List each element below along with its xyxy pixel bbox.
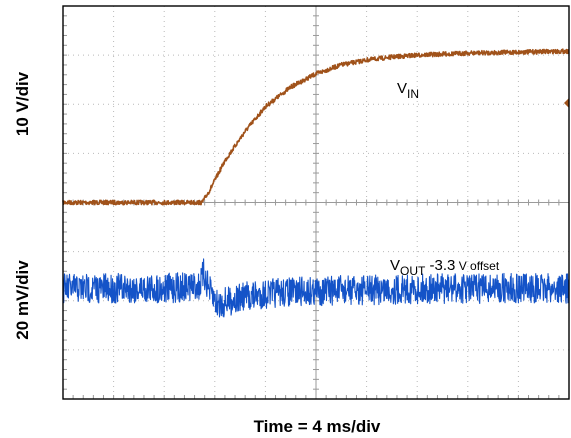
plot-border: [62, 5, 570, 400]
vin-trace-label: VIN: [397, 80, 419, 101]
vin-label-main: V: [397, 80, 407, 97]
vin-trace: [62, 48, 570, 206]
y-axis-label-upper: 10 V/div: [13, 71, 32, 136]
vout-label-offset: V offset: [455, 259, 499, 273]
vout-label-main: V: [390, 257, 400, 274]
vin-label-sub: IN: [407, 87, 419, 101]
y-axis-label-lower: 20 mV/div: [13, 260, 32, 340]
graticule: [62, 5, 570, 400]
x-axis-label: Time = 4 ms/div: [254, 417, 381, 436]
channel-marker-icon: [564, 98, 569, 108]
traces: [62, 48, 570, 318]
vout-label-sub: OUT: [400, 264, 426, 278]
vout-trace: [62, 258, 570, 318]
vout-trace-label: VOUT -3.3 V offset: [390, 257, 500, 278]
vout-label-suffix: -3.3: [425, 257, 455, 274]
